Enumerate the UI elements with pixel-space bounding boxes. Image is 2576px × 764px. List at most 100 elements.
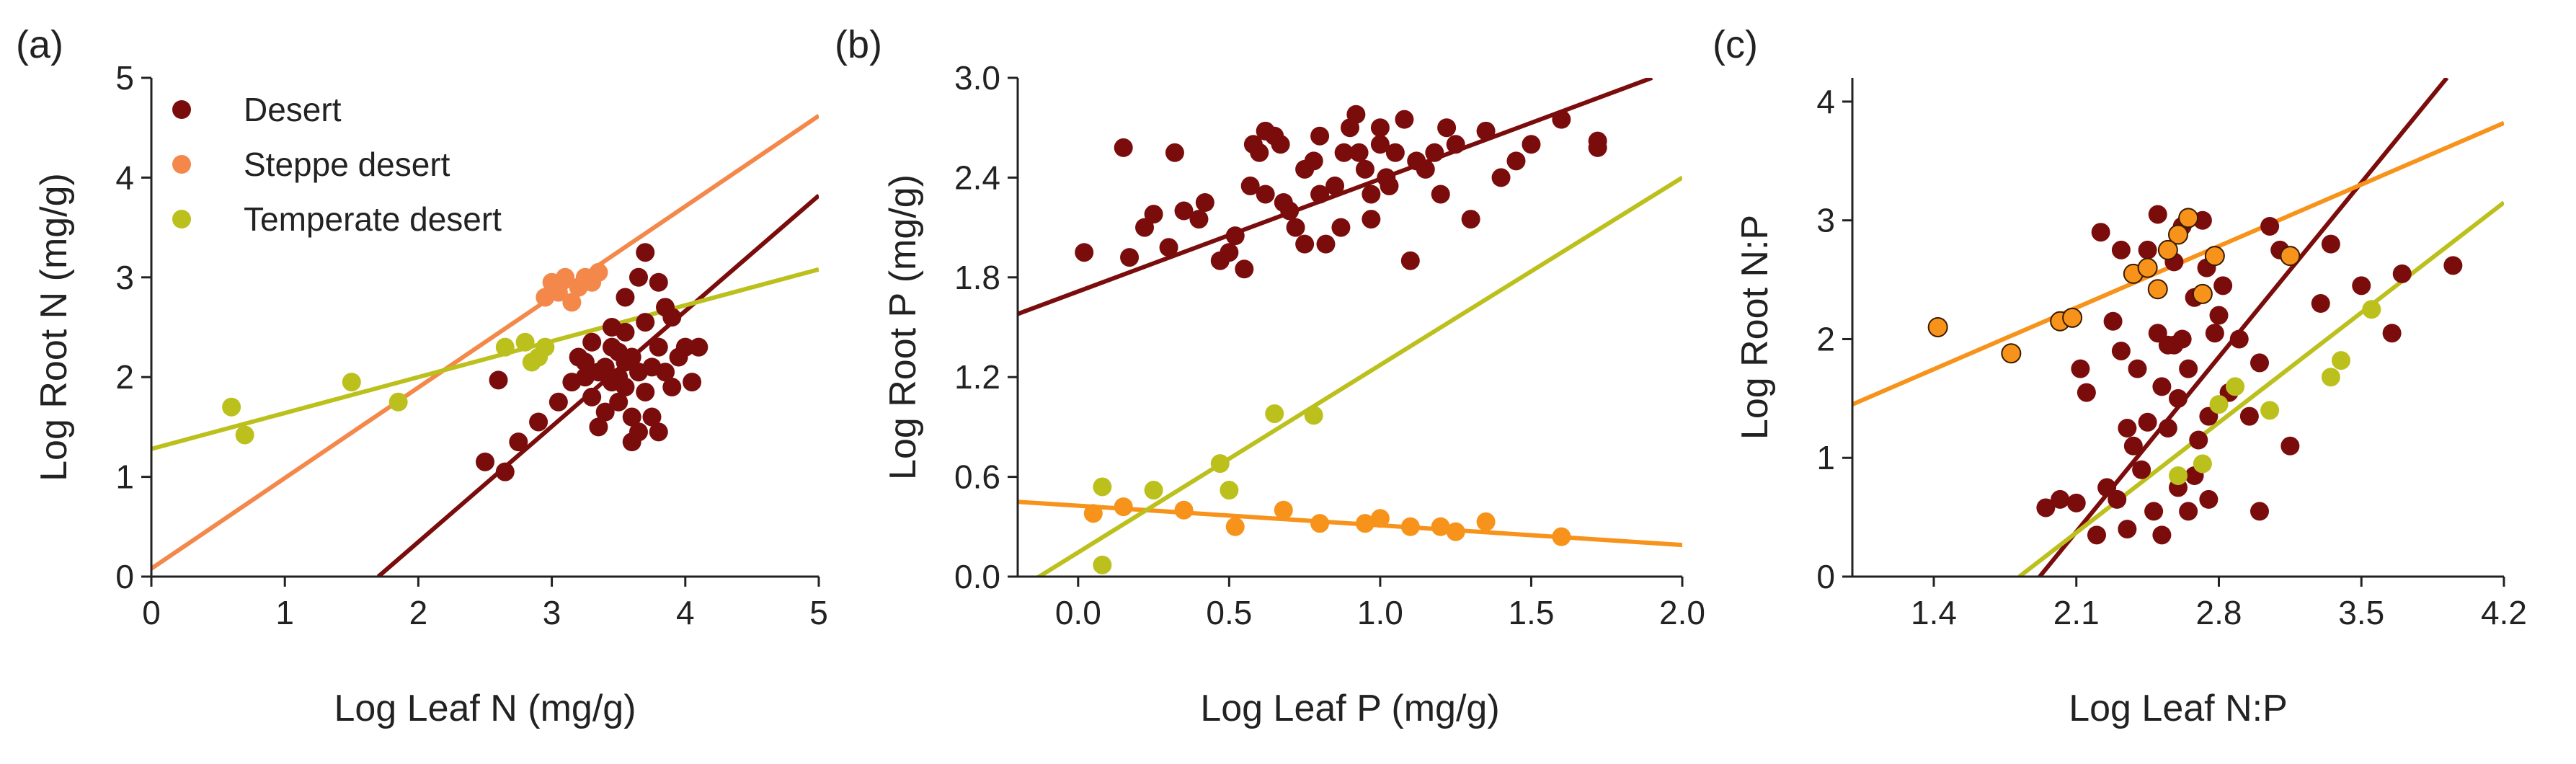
y-tick-label: 1.8 [954, 259, 1000, 296]
point-desert [1304, 151, 1323, 171]
point-desert [616, 288, 635, 307]
point-temperate-desert [1265, 404, 1284, 423]
point-desert [2091, 223, 2110, 242]
fit-line-steppe-desert [151, 114, 819, 571]
y-tick-label: 2 [115, 358, 134, 396]
point-desert [2138, 240, 2157, 259]
data-points [1927, 205, 2463, 545]
point-desert [1135, 218, 1155, 237]
point-steppe-desert [548, 283, 568, 302]
point-desert [1220, 243, 1239, 262]
point-desert [2280, 436, 2300, 456]
y-tick-label: 3.0 [954, 59, 1000, 97]
point-temperate-desert [388, 392, 408, 412]
point-steppe-desert [2192, 283, 2213, 304]
point-desert [2250, 502, 2269, 521]
point-steppe-desert [1400, 517, 1420, 536]
point-desert [1522, 135, 1541, 154]
point-desert [1395, 110, 1414, 129]
point-desert [1349, 143, 1369, 162]
point-desert [2066, 493, 2086, 512]
point-desert [1316, 234, 1336, 254]
point-desert [1144, 205, 1163, 224]
point-desert [602, 318, 621, 337]
point-desert [548, 392, 568, 412]
point-desert [649, 272, 668, 292]
point-desert [1075, 243, 1094, 262]
point-desert [1506, 151, 1526, 171]
point-desert [2169, 388, 2188, 408]
point-desert [2108, 489, 2127, 509]
point-desert [595, 402, 615, 422]
panel-c: (c) 1.4 2.1 2.8 3.5 4.2 0 1 2 3 4 Log Leaf N:P Log R… [1713, 23, 2527, 729]
point-steppe-desert [2147, 279, 2168, 300]
point-temperate-desert [2362, 300, 2381, 319]
point-desert [1476, 121, 1496, 141]
point-steppe-desert [1310, 514, 1330, 533]
y-tick-label: 3 [1816, 202, 1835, 239]
point-desert [1325, 176, 1345, 195]
fit-line-desert [376, 194, 819, 577]
point-desert [2138, 412, 2157, 432]
point-desert [636, 243, 655, 262]
y-tick-label: 5 [115, 59, 134, 97]
point-desert [1310, 126, 1330, 146]
point-desert [1552, 110, 1571, 129]
point-desert [2260, 216, 2280, 236]
point-steppe-desert [1927, 317, 1948, 337]
y-axis-label: Log Root N:P [1734, 215, 1776, 440]
x-tick-label: 0.5 [1206, 594, 1252, 631]
point-desert [2152, 525, 2172, 545]
y-tick-label: 2 [1816, 320, 1835, 357]
point-desert [1295, 234, 1315, 254]
point-desert [1416, 159, 1435, 179]
point-steppe-desert [1446, 522, 1465, 541]
y-tick-label: 4 [1816, 83, 1835, 120]
point-desert [2103, 311, 2123, 331]
point-desert [2152, 377, 2172, 396]
x-tick-label: 3.5 [2338, 594, 2384, 631]
point-desert [1310, 185, 1330, 204]
point-desert [2352, 276, 2371, 296]
point-desert [1425, 143, 1444, 162]
point-desert [1256, 185, 1275, 204]
point-steppe-desert [575, 267, 595, 287]
point-desert [1355, 159, 1374, 179]
point-desert [562, 373, 582, 392]
y-tick-label: 4 [115, 159, 134, 196]
x-tick-label: 0.0 [1055, 594, 1101, 631]
point-desert [1446, 135, 1465, 154]
point-desert [622, 407, 641, 427]
point-temperate-desert [222, 397, 241, 417]
point-desert [582, 387, 602, 407]
fit-lines [1852, 78, 2504, 577]
legend-label-temperate: Temperate desert [244, 200, 502, 238]
point-temperate-desert [2209, 395, 2229, 414]
point-desert [1588, 138, 1607, 157]
point-desert [629, 422, 648, 442]
point-desert [616, 378, 635, 397]
point-temperate-desert [342, 373, 361, 392]
x-tick-label: 1.5 [1508, 594, 1554, 631]
x-axis-label: Log Leaf N (mg/g) [334, 688, 636, 729]
point-desert [2071, 359, 2090, 378]
fit-line-temperate-desert [1035, 175, 1682, 577]
point-desert [1385, 143, 1405, 162]
point-temperate-desert [515, 332, 535, 352]
point-desert [2036, 498, 2056, 518]
point-steppe-desert [1355, 514, 1374, 533]
point-temperate-desert [536, 337, 555, 357]
point-desert [1274, 193, 1293, 212]
point-desert [2179, 359, 2198, 378]
panel-a: (a) 0 1 2 3 4 5 0 1 2 3 4 5 Log Leaf N (mg/g) Log Root… [16, 23, 828, 729]
point-desert [1346, 105, 1366, 124]
point-desert [1370, 118, 1390, 138]
panel-label: (b) [835, 23, 882, 66]
x-tick-label: 1.4 [1911, 594, 1957, 631]
point-desert [2205, 324, 2224, 343]
point-temperate-desert [1210, 454, 1230, 474]
point-desert [1174, 201, 1194, 221]
point-temperate-desert [2260, 401, 2280, 420]
point-desert [2213, 276, 2233, 296]
legend-marker-desert [172, 100, 191, 119]
